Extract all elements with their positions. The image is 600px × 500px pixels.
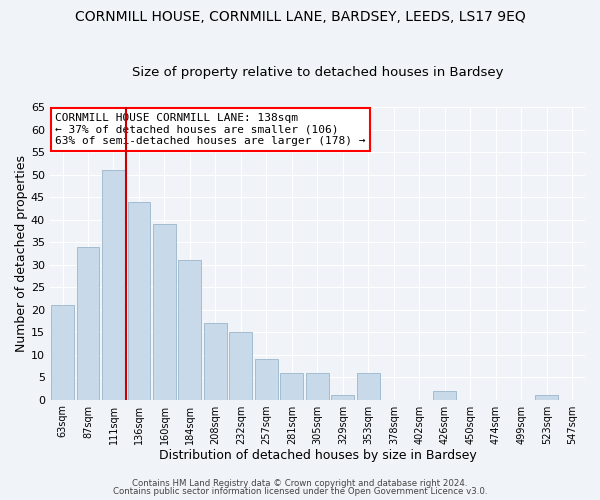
- Bar: [357, 372, 380, 400]
- Bar: [77, 246, 100, 400]
- Text: CORNMILL HOUSE CORNMILL LANE: 138sqm
← 37% of detached houses are smaller (106)
: CORNMILL HOUSE CORNMILL LANE: 138sqm ← 3…: [55, 113, 365, 146]
- Bar: [255, 359, 278, 400]
- Bar: [280, 372, 304, 400]
- Bar: [306, 372, 329, 400]
- Bar: [153, 224, 176, 400]
- Text: Contains public sector information licensed under the Open Government Licence v3: Contains public sector information licen…: [113, 487, 487, 496]
- Bar: [102, 170, 125, 400]
- Title: Size of property relative to detached houses in Bardsey: Size of property relative to detached ho…: [131, 66, 503, 80]
- Bar: [178, 260, 202, 400]
- X-axis label: Distribution of detached houses by size in Bardsey: Distribution of detached houses by size …: [158, 450, 476, 462]
- Bar: [433, 390, 456, 400]
- Bar: [128, 202, 151, 400]
- Bar: [229, 332, 253, 400]
- Text: Contains HM Land Registry data © Crown copyright and database right 2024.: Contains HM Land Registry data © Crown c…: [132, 478, 468, 488]
- Bar: [331, 395, 355, 400]
- Y-axis label: Number of detached properties: Number of detached properties: [15, 155, 28, 352]
- Bar: [535, 395, 558, 400]
- Bar: [51, 305, 74, 400]
- Bar: [204, 323, 227, 400]
- Text: CORNMILL HOUSE, CORNMILL LANE, BARDSEY, LEEDS, LS17 9EQ: CORNMILL HOUSE, CORNMILL LANE, BARDSEY, …: [74, 10, 526, 24]
